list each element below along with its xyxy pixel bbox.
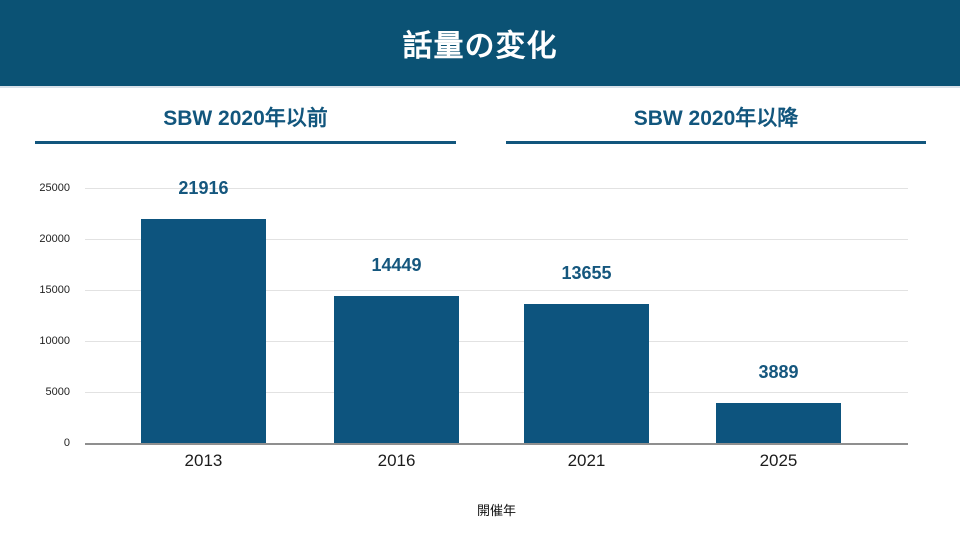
section-post-2020-label: SBW 2020年以降 [633, 107, 799, 130]
bar-2021 [523, 303, 649, 443]
section-pre-2020-label: SBW 2020年以前 [163, 107, 328, 130]
gridline [85, 341, 908, 342]
bar-value-label: 21916 [178, 178, 229, 199]
gridline [85, 239, 908, 240]
bar-2016 [334, 295, 460, 443]
x-axis-title: 開催年 [476, 503, 516, 518]
x-axis-baseline [85, 443, 908, 445]
x-tick-label: 2013 [184, 451, 223, 470]
bar-2013 [140, 219, 266, 443]
gridline [85, 188, 908, 189]
plot-area: 21916 14449 13655 3889 [85, 178, 908, 445]
bar-column-2021: 13655 [523, 188, 649, 443]
bar-column-2016: 14449 [334, 188, 460, 443]
bar-2025 [715, 403, 841, 443]
bar-column-2025: 3889 [715, 188, 841, 443]
bar-value-label: 3889 [758, 362, 799, 383]
y-tick-label: 25000 [39, 182, 70, 194]
x-tick-label: 2016 [377, 451, 416, 470]
x-tick-label: 2021 [567, 451, 606, 470]
bar-value-label: 13655 [561, 262, 612, 283]
x-axis-labels: 2013 2016 2021 2025 [85, 451, 908, 473]
y-tick-label: 15000 [39, 284, 70, 296]
header-bar: 話量の変化 [0, 0, 960, 88]
bar-column-2013: 21916 [140, 178, 266, 443]
bar-value-label: 14449 [371, 254, 422, 275]
section-post-2020: SBW 2020年以降 [506, 102, 926, 144]
section-post-2020-underline [506, 141, 926, 144]
y-axis: 25000 20000 15000 10000 5000 0 [0, 182, 70, 449]
x-tick-label: 2025 [759, 451, 798, 470]
y-tick-label: 5000 [45, 386, 70, 398]
gridline [85, 290, 908, 291]
page-title: 話量の変化 [402, 30, 558, 63]
gridline [85, 392, 908, 393]
section-pre-2020: SBW 2020年以前 [35, 102, 456, 144]
y-tick-label: 0 [63, 437, 70, 449]
y-tick-label: 10000 [39, 335, 70, 347]
section-pre-2020-underline [35, 141, 456, 144]
y-tick-label: 20000 [39, 233, 70, 245]
